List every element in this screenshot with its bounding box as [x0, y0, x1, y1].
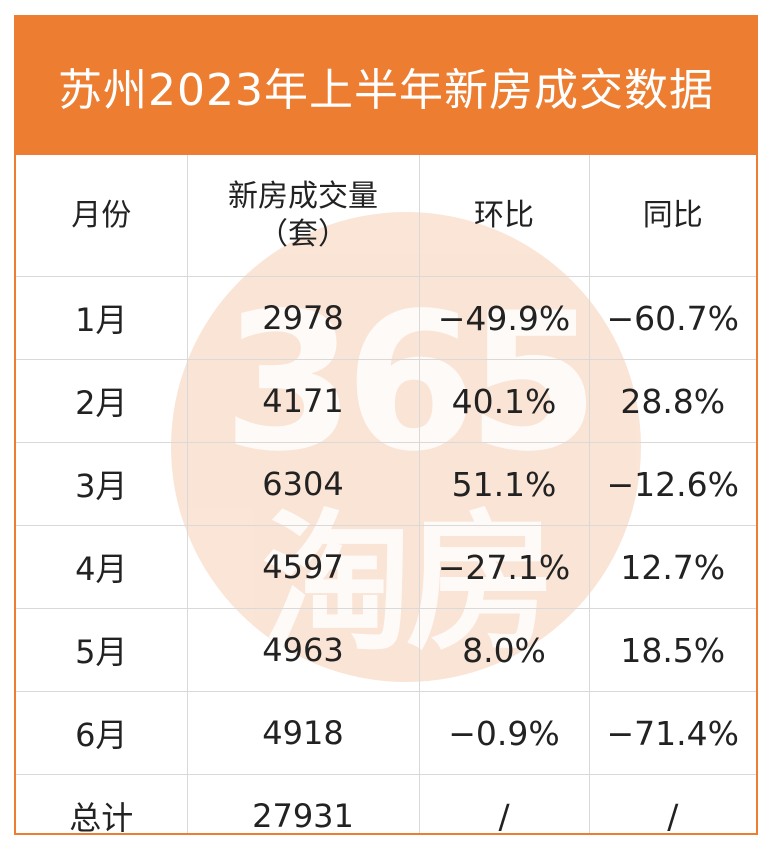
header-volume: 新房成交量 （套）	[186, 155, 420, 277]
cell-mom: 40.1%	[418, 359, 590, 443]
header-row: 月份 新房成交量 （套） 环比 同比	[16, 155, 756, 277]
table-row: 3月 6304 51.1% −12.6%	[16, 442, 756, 526]
cell-mom: −27.1%	[418, 525, 590, 609]
table-row: 1月 2978 −49.9% −60.7%	[16, 276, 756, 360]
header-month: 月份	[16, 155, 188, 277]
cell-volume: 4918	[186, 691, 420, 775]
table-row: 5月 4963 8.0% 18.5%	[16, 608, 756, 692]
cell-volume: 4597	[186, 525, 420, 609]
cell-mom: 51.1%	[418, 442, 590, 526]
table-row: 总计 27931//	[16, 774, 756, 833]
header-yoy: 同比	[588, 155, 756, 277]
cell-volume: 27931	[186, 774, 420, 833]
table-title: 苏州2023年上半年新房成交数据	[58, 65, 714, 116]
header-volume-line2: （套）	[258, 216, 348, 252]
cell-month: 4月	[16, 525, 188, 609]
cell-volume: 2978	[186, 276, 420, 360]
cell-yoy: 28.8%	[588, 359, 756, 443]
table-body: 1月 2978 −49.9% −60.7% 2月 4171 40.1% 28.8% 3月 6304…	[16, 276, 756, 833]
cell-month: 总计	[16, 774, 188, 833]
cell-yoy: −60.7%	[588, 276, 756, 360]
header-mom: 环比	[418, 155, 590, 277]
cell-mom: 8.0%	[418, 608, 590, 692]
cell-volume: 4963	[186, 608, 420, 692]
cell-month: 2月	[16, 359, 188, 443]
cell-mom: /	[418, 774, 590, 833]
cell-mom: −49.9%	[418, 276, 590, 360]
cell-month: 1月	[16, 276, 188, 360]
cell-mom: −0.9%	[418, 691, 590, 775]
table-row: 6月 4918 −0.9% −71.4%	[16, 691, 756, 775]
cell-yoy: /	[588, 774, 756, 833]
cell-month: 6月	[16, 691, 188, 775]
header-volume-line1: 新房成交量	[228, 178, 378, 214]
cell-yoy: 18.5%	[588, 608, 756, 692]
cell-volume: 4171	[186, 359, 420, 443]
data-table: 月份 新房成交量 （套） 环比 同比 1月 2978 −49.9% −60.7% 2月 4…	[16, 155, 756, 833]
table-row: 4月 4597 −27.1% 12.7%	[16, 525, 756, 609]
cell-month: 5月	[16, 608, 188, 692]
cell-yoy: −12.6%	[588, 442, 756, 526]
cell-yoy: 12.7%	[588, 525, 756, 609]
title-bar: 苏州2023年上半年新房成交数据	[16, 17, 756, 155]
table-frame: 365 淘房 苏州2023年上半年新房成交数据 月份 新房成交量 （套） 环比 …	[14, 15, 758, 835]
cell-yoy: −71.4%	[588, 691, 756, 775]
table-row: 2月 4171 40.1% 28.8%	[16, 359, 756, 443]
cell-volume: 6304	[186, 442, 420, 526]
cell-month: 3月	[16, 442, 188, 526]
